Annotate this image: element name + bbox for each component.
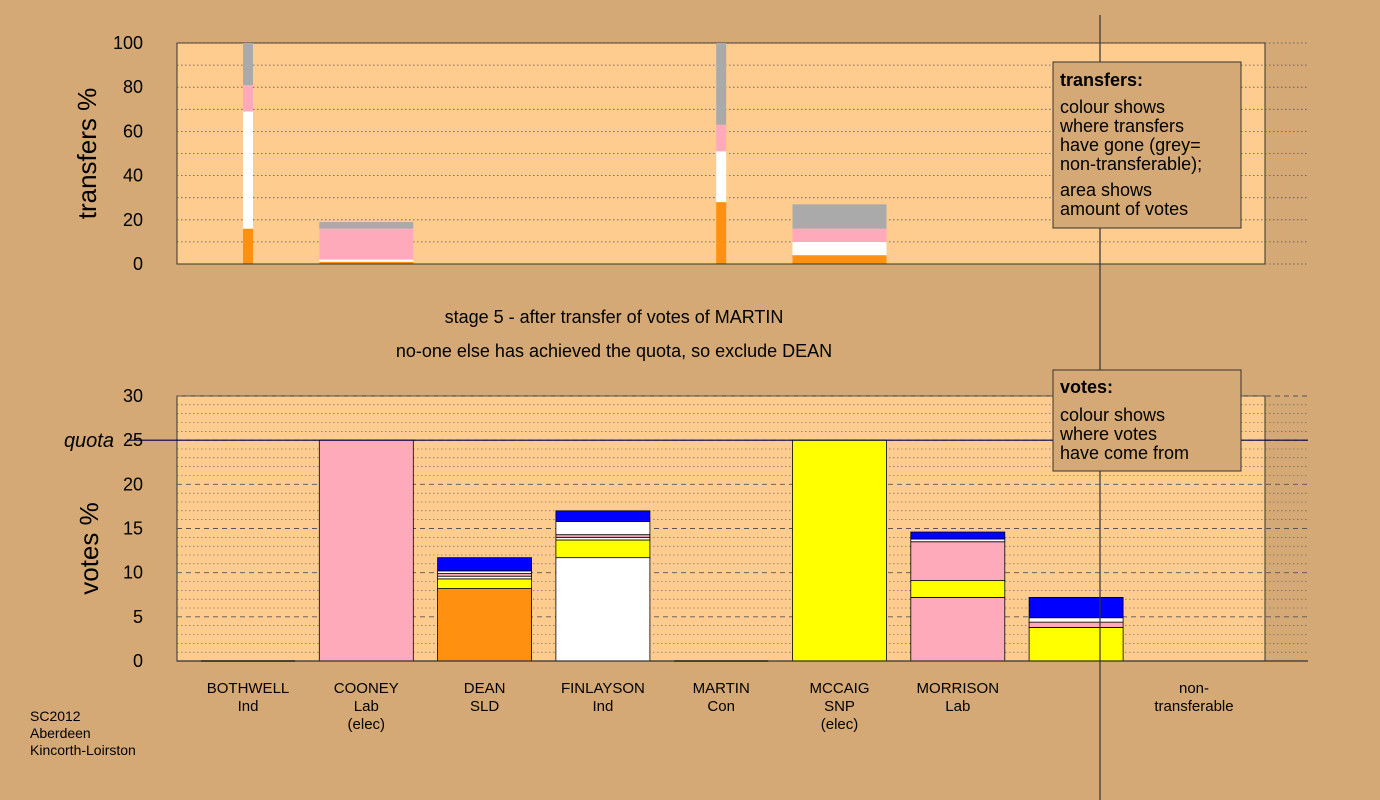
transfers-legend-line: amount of votes (1060, 199, 1188, 219)
candidate-label: COONEY (334, 680, 399, 697)
votes-y-tick-label: 20 (123, 474, 143, 494)
votes-legend: votes: colour shows where votes have com… (1052, 369, 1242, 472)
transfers-bar-segment (319, 222, 414, 229)
votes-bar-segment (437, 557, 533, 572)
transfers-y-tick-label: 0 (133, 254, 143, 274)
votes-legend-box (1052, 369, 1242, 472)
votes-legend-line: colour shows (1060, 405, 1165, 425)
votes-y-tick-label: 25 (123, 430, 143, 450)
transfers-bar-segment (243, 43, 253, 85)
candidate-label: SNP (824, 698, 855, 715)
votes-bar-segment (1028, 617, 1124, 623)
votes-y-axis-title: votes % (74, 502, 104, 595)
transfers-legend-line: area shows (1060, 180, 1152, 200)
transfers-bar-segment (716, 202, 727, 264)
votes-legend-line: where votes (1059, 424, 1157, 444)
footer-ward: Kincorth-Loirston (30, 742, 136, 758)
transfers-bar-segment (792, 255, 887, 264)
transfers-bar-segment (716, 151, 727, 203)
transfers-y-tick-label: 20 (123, 210, 143, 230)
votes-bar-segment (910, 597, 1006, 662)
transfers-bar-segment (243, 111, 253, 229)
candidate-label: DEAN (464, 680, 506, 697)
votes-bar-segment (1028, 627, 1124, 662)
footer-year: SC2012 (30, 708, 81, 724)
transfers-legend-line: where transfers (1059, 116, 1184, 136)
transfers-y-tick-label: 80 (123, 77, 143, 97)
candidate-label: MARTIN (693, 680, 750, 697)
candidate-label: (elec) (821, 716, 859, 733)
votes-bar-segment (910, 580, 1006, 598)
transfers-bar-segment (319, 259, 414, 262)
transfers-legend: transfers: colour shows where transfers … (1052, 61, 1242, 229)
transfers-legend-line: have gone (grey= (1060, 135, 1201, 155)
footer-council: Aberdeen (30, 725, 91, 741)
votes-bar-segment (437, 578, 533, 589)
votes-bar-segment (910, 531, 1006, 540)
candidate-label: Ind (592, 698, 613, 715)
transfers-legend-line: colour shows (1060, 97, 1165, 117)
votes-bar-segment (437, 588, 533, 662)
votes-bar-segment (792, 439, 887, 662)
transfers-bar-segment (792, 228, 887, 242)
transfers-y-tick-label: 100 (113, 33, 143, 53)
caption-stage: stage 5 - after transfer of votes of MAR… (445, 307, 784, 327)
candidate-label: SLD (470, 698, 499, 715)
candidate-label: Lab (945, 698, 970, 715)
candidate-label: Ind (238, 698, 259, 715)
transfers-bar-segment (716, 43, 727, 125)
transfers-y-axis-title: transfers % (72, 88, 102, 220)
candidate-label: transferable (1154, 698, 1233, 715)
transfers-y-tick-label: 40 (123, 166, 143, 186)
candidate-label: Con (707, 698, 735, 715)
votes-bar-segment (910, 541, 1006, 582)
transfers-bar-segment (319, 261, 414, 264)
caption-exclusion: no-one else has achieved the quota, so e… (396, 341, 832, 361)
votes-chart: quota 0 5 10 15 20 25 30 votes % (64, 386, 1308, 671)
quota-label: quota (64, 430, 114, 452)
votes-bar-segment (318, 439, 414, 662)
votes-y-tick-label: 30 (123, 386, 143, 406)
candidate-label: BOTHWELL (207, 680, 290, 697)
candidate-label: Lab (354, 698, 379, 715)
transfers-legend-box (1052, 61, 1242, 229)
candidate-label: FINLAYSON (561, 680, 645, 697)
transfers-bar-segment (243, 228, 253, 264)
votes-legend-title: votes: (1060, 377, 1113, 397)
candidate-labels: BOTHWELLIndCOONEYLab(elec)DEANSLDFINLAYS… (207, 680, 1234, 733)
votes-y-tick-label: 15 (123, 519, 143, 539)
transfers-bar-segment (243, 84, 253, 112)
votes-y-tick-label: 0 (133, 651, 143, 671)
votes-legend-line: have come from (1060, 443, 1189, 463)
transfers-legend-line: non-transferable); (1060, 154, 1202, 174)
transfers-bar-segment (716, 124, 727, 152)
transfers-legend-title: transfers: (1060, 70, 1143, 90)
transfers-y-tick-label: 60 (123, 121, 143, 141)
votes-y-tick-label: 5 (133, 607, 143, 627)
votes-bar-segment (555, 510, 651, 522)
votes-bar-segment (1028, 621, 1124, 628)
candidate-label: MORRISON (917, 680, 1000, 697)
transfers-bar-segment (792, 241, 887, 256)
votes-bar-segment (555, 539, 651, 559)
votes-bar-segment (555, 521, 651, 536)
votes-y-tick-label: 10 (123, 563, 143, 583)
candidate-label: MCCAIG (810, 680, 870, 697)
candidate-label: non- (1179, 680, 1209, 697)
candidate-label: (elec) (348, 716, 386, 733)
votes-bar-segment (555, 557, 651, 662)
transfers-bar-segment (792, 204, 887, 229)
votes-bar-segment (1028, 597, 1124, 619)
transfers-bar-segment (319, 228, 414, 260)
